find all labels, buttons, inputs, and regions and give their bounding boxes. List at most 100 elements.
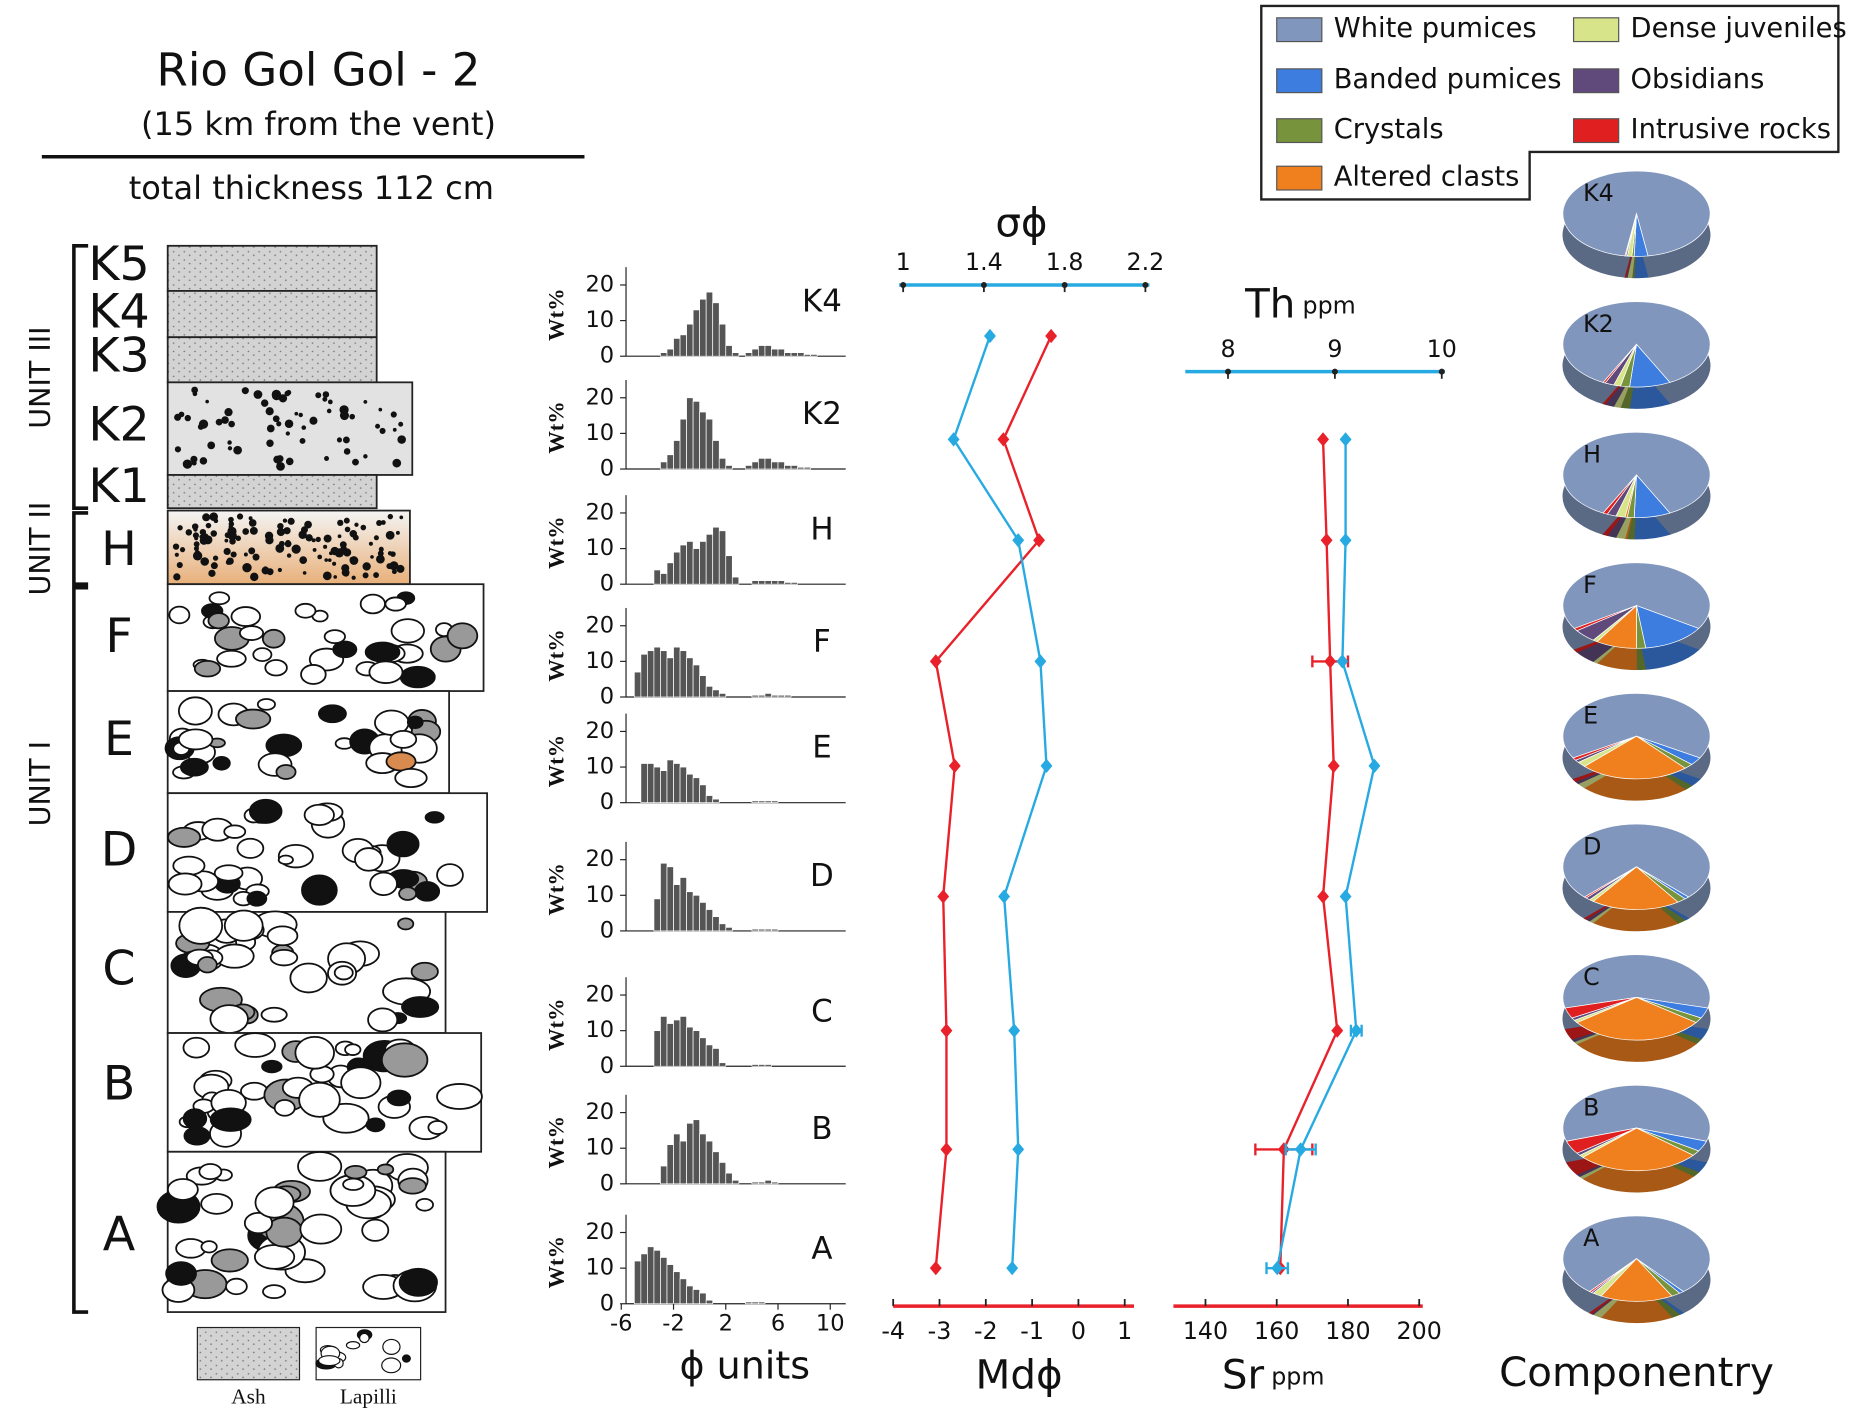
- bar: [777, 348, 785, 357]
- clast: [337, 534, 342, 539]
- bar: [686, 1285, 694, 1305]
- bar: [790, 352, 798, 357]
- clast: [208, 569, 216, 577]
- clast: [177, 525, 183, 531]
- clast: [209, 1004, 249, 1034]
- clast: [225, 1277, 248, 1296]
- pie-label: K4: [1583, 179, 1614, 207]
- clast: [246, 890, 268, 907]
- panel-label: E: [812, 730, 831, 766]
- y-axis-label: Wt%: [544, 1116, 569, 1169]
- clast: [368, 660, 404, 684]
- pie-label: B: [1583, 1094, 1599, 1122]
- clast: [384, 596, 407, 612]
- bar: [692, 400, 701, 470]
- y-tick-label: 10: [585, 1017, 614, 1043]
- bar: [712, 1048, 720, 1067]
- pie-slice: [1562, 301, 1711, 383]
- panel-label: K4: [802, 283, 842, 319]
- clast: [299, 438, 306, 444]
- bar: [771, 1181, 779, 1185]
- point: [1317, 432, 1329, 447]
- layer-label: K4: [88, 285, 149, 340]
- bar: [764, 1064, 772, 1067]
- pie-slice: [1562, 693, 1711, 759]
- clast: [198, 1163, 223, 1181]
- clast: [365, 1117, 386, 1133]
- bar: [751, 1181, 759, 1185]
- bar: [692, 777, 701, 804]
- bar: [653, 569, 661, 585]
- x2-tick-label: 1.4: [965, 248, 1003, 276]
- point: [1331, 1023, 1344, 1038]
- clast: [399, 665, 436, 689]
- unit-bracket: [72, 511, 89, 586]
- clast: [190, 455, 198, 463]
- bar: [810, 354, 818, 357]
- point: [1327, 758, 1340, 773]
- clast: [389, 730, 418, 749]
- clast: [179, 757, 209, 777]
- clast: [172, 855, 206, 876]
- panel-label: D: [810, 858, 834, 894]
- panel-label: K2: [802, 396, 842, 432]
- bar: [803, 466, 812, 470]
- bar: [660, 573, 668, 585]
- bar: [673, 1019, 681, 1067]
- clast: [315, 536, 321, 543]
- bar: [764, 1179, 772, 1185]
- bar: [758, 457, 766, 470]
- clast: [202, 513, 211, 522]
- point: [1350, 1023, 1363, 1038]
- clast: [351, 575, 356, 580]
- series-line: [952, 335, 1048, 1269]
- panel-label: A: [811, 1231, 832, 1267]
- bar: [666, 348, 674, 357]
- x-tick-label: 200: [1397, 1317, 1442, 1345]
- clast: [363, 454, 368, 459]
- pie-slice: [1592, 866, 1679, 910]
- bar: [699, 541, 707, 585]
- bar: [686, 891, 694, 932]
- series-line: [1276, 439, 1376, 1269]
- pie-label: A: [1583, 1224, 1600, 1252]
- clast: [194, 536, 199, 541]
- clast: [278, 540, 285, 547]
- bar: [758, 1064, 766, 1067]
- bar: [797, 466, 805, 470]
- bar: [653, 1030, 661, 1067]
- clast: [238, 625, 265, 641]
- bar: [666, 1144, 674, 1185]
- bar: [699, 1037, 707, 1067]
- clast: [266, 424, 275, 433]
- pie-slice: [1562, 1215, 1711, 1292]
- bar: [660, 650, 668, 698]
- x2-tick-dot: [900, 282, 907, 288]
- clast: [322, 391, 330, 398]
- clast: [291, 544, 301, 554]
- clast: [275, 764, 297, 780]
- clast: [294, 602, 317, 619]
- bar: [679, 1016, 687, 1067]
- y-tick-label: 10: [585, 1255, 614, 1281]
- bar: [777, 694, 785, 698]
- pie-label: E: [1583, 702, 1598, 730]
- clast: [317, 704, 347, 724]
- bar: [705, 1299, 714, 1305]
- clast: [174, 446, 182, 453]
- legend-label: Lapilli: [340, 1385, 397, 1409]
- clast: [260, 399, 269, 407]
- clast: [248, 516, 253, 521]
- bar: [686, 773, 694, 804]
- bar: [699, 1133, 707, 1185]
- clast: [236, 513, 244, 520]
- clast: [323, 534, 332, 543]
- bar: [705, 1044, 714, 1067]
- clast: [379, 427, 386, 434]
- clast: [227, 446, 233, 451]
- bar: [771, 800, 779, 804]
- bar: [699, 411, 707, 470]
- clast: [406, 715, 424, 729]
- bar: [712, 916, 720, 932]
- x2-tick-label: 8: [1220, 335, 1235, 363]
